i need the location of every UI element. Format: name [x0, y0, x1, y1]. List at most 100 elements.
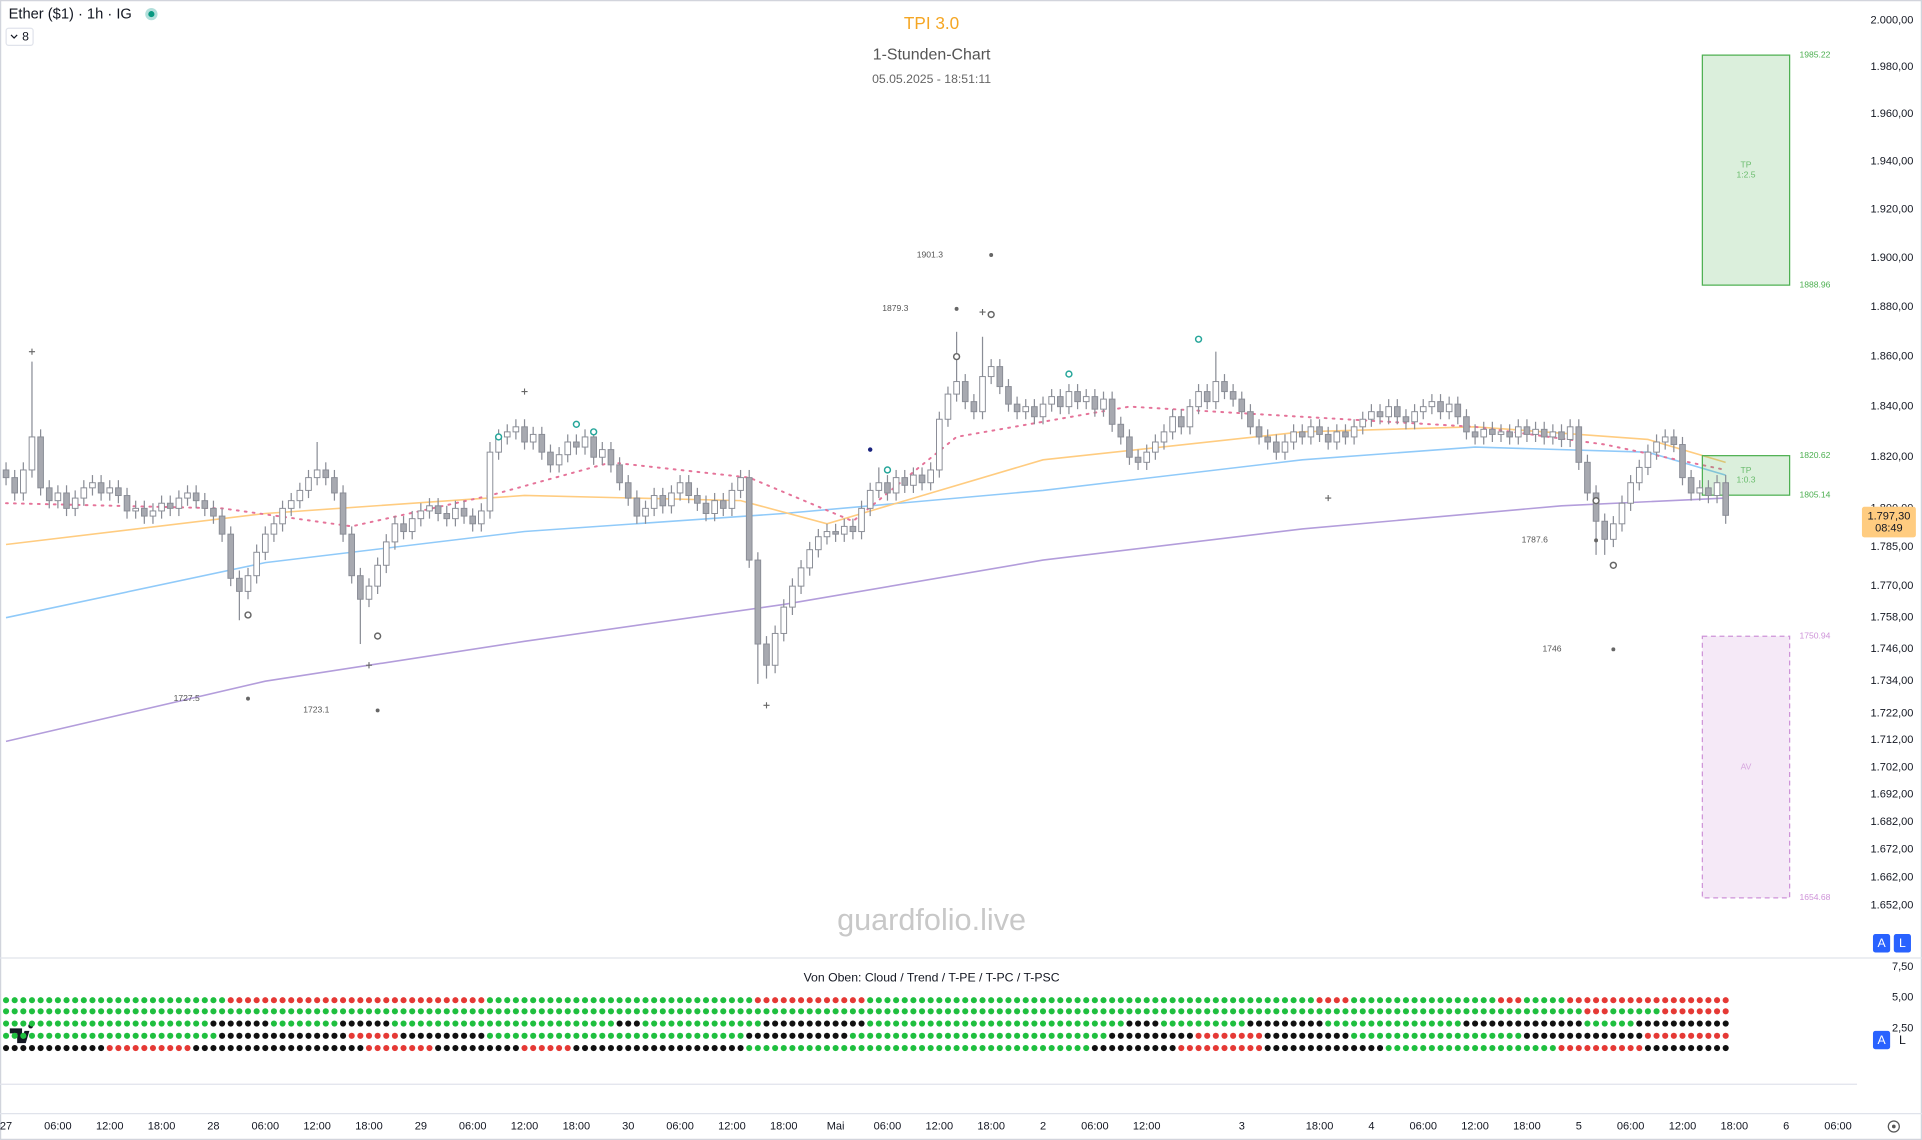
- candle-body: [1540, 428, 1548, 438]
- x-tick-label: 18:00: [1306, 1120, 1334, 1132]
- signal-dot: [668, 1020, 675, 1027]
- signal-dot: [1091, 1032, 1098, 1039]
- button-a[interactable]: [1872, 1030, 1891, 1050]
- signal-dot: [1212, 997, 1219, 1004]
- signal-dot: [849, 1008, 856, 1015]
- candle-body: [1005, 386, 1012, 405]
- signal-dot: [193, 1020, 200, 1027]
- signal-dot: [1255, 1044, 1263, 1052]
- signal-dot: [1523, 997, 1530, 1004]
- candle-body: [1618, 502, 1626, 525]
- candle-body: [382, 541, 390, 566]
- settings-icon[interactable]: [1887, 1120, 1900, 1133]
- signal-dot: [201, 1032, 208, 1039]
- signal-dot: [1368, 1020, 1375, 1027]
- x-tick-label: 30: [622, 1120, 634, 1132]
- signal-dot: [279, 1008, 286, 1015]
- signal-dot: [1532, 997, 1539, 1004]
- signal-ring: [1609, 561, 1618, 569]
- y-tick-label: 1.662,00: [1871, 871, 1914, 883]
- signal-dot: [633, 997, 640, 1004]
- signal-dot: [504, 997, 511, 1004]
- signal-dot: [521, 1020, 528, 1027]
- signal-dot: [89, 1032, 96, 1039]
- signal-dot: [651, 1020, 658, 1027]
- candle-body: [1523, 426, 1531, 435]
- signal-dot: [98, 997, 105, 1004]
- symbol-label[interactable]: Ether ($1) · 1h · IG: [9, 7, 132, 23]
- candle-body: [1653, 441, 1660, 453]
- zone-label: TP: [1741, 159, 1752, 169]
- button-l[interactable]: [1893, 934, 1911, 953]
- signal-dot: [348, 1032, 355, 1039]
- signal-dot: [772, 1020, 779, 1027]
- signal-dot: [1342, 997, 1349, 1004]
- indicator-count[interactable]: 8: [22, 30, 29, 44]
- button-a-label[interactable]: A: [1877, 1033, 1886, 1047]
- watermark: guardfolio.live: [837, 903, 1026, 937]
- signal-dot: [1446, 1008, 1453, 1015]
- candle-body: [668, 492, 675, 507]
- signal-dot: [1152, 1020, 1159, 1027]
- signal-dot: [512, 1032, 519, 1039]
- pivot-dot: [1611, 647, 1616, 652]
- candle-body: [184, 492, 191, 499]
- button-l-label[interactable]: L: [1899, 936, 1906, 950]
- candle-body: [1212, 381, 1220, 403]
- signal-dot: [512, 997, 519, 1004]
- signal-dot: [1264, 1020, 1271, 1027]
- signal-dot: [1670, 1020, 1677, 1027]
- signal-dot: [1273, 1044, 1280, 1052]
- signal-dot: [417, 1008, 424, 1015]
- signal-dot: [1359, 1008, 1366, 1015]
- signal-dot: [1722, 1020, 1729, 1027]
- button-a[interactable]: [1872, 934, 1891, 953]
- x-tick-label: 4: [1368, 1120, 1374, 1132]
- signal-dot: [1411, 1032, 1418, 1039]
- zone-value: 1888.96: [1799, 279, 1830, 289]
- signal-dot: [115, 1032, 122, 1039]
- signal-dot: [1437, 1008, 1444, 1015]
- signal-dot: [288, 1020, 295, 1027]
- signal-dot: [1325, 1044, 1332, 1052]
- signal-dot: [63, 1044, 70, 1052]
- signal-dot: [1558, 1044, 1565, 1052]
- signal-dot: [556, 1032, 563, 1039]
- signal-dot: [1696, 1020, 1703, 1027]
- signal-plus: [365, 662, 373, 669]
- signal-dot: [106, 1044, 113, 1052]
- last-price-label: 1.797,30: [1867, 510, 1910, 522]
- signal-dot: [530, 997, 537, 1004]
- signal-dot: [322, 1032, 329, 1039]
- signal-dot: [20, 1020, 27, 1027]
- signal-dot: [918, 1008, 926, 1015]
- signal-dot: [806, 1032, 813, 1039]
- candle-body: [961, 381, 969, 403]
- signal-dot: [417, 1020, 424, 1027]
- x-tick-label: 29: [415, 1120, 427, 1132]
- candle-body: [1394, 406, 1401, 418]
- signal-dot: [1618, 1044, 1626, 1052]
- candle-body: [218, 515, 226, 535]
- signal-dot: [495, 1032, 502, 1039]
- signal-dot: [564, 1044, 571, 1052]
- signal-dot: [1022, 1008, 1029, 1015]
- signal-dot: [339, 1044, 347, 1052]
- candle-body: [1126, 436, 1133, 458]
- candle-body: [1117, 423, 1125, 438]
- indicator-toggle[interactable]: [5, 27, 34, 46]
- signal-dot: [452, 1008, 459, 1015]
- candle-body: [1575, 426, 1583, 463]
- signal-dot: [1575, 1044, 1582, 1052]
- candle-body: [1592, 492, 1600, 522]
- button-a-label[interactable]: A: [1877, 936, 1886, 950]
- button-l-label[interactable]: L: [1899, 1033, 1906, 1047]
- signal-dot: [296, 1008, 303, 1015]
- signal-dot: [970, 1032, 977, 1039]
- candle-body: [624, 482, 632, 499]
- candle-body: [685, 482, 693, 497]
- signal-dot: [1169, 997, 1176, 1004]
- signal-dot: [348, 1008, 355, 1015]
- signal-dot: [141, 1032, 148, 1039]
- signal-dot: [901, 997, 908, 1004]
